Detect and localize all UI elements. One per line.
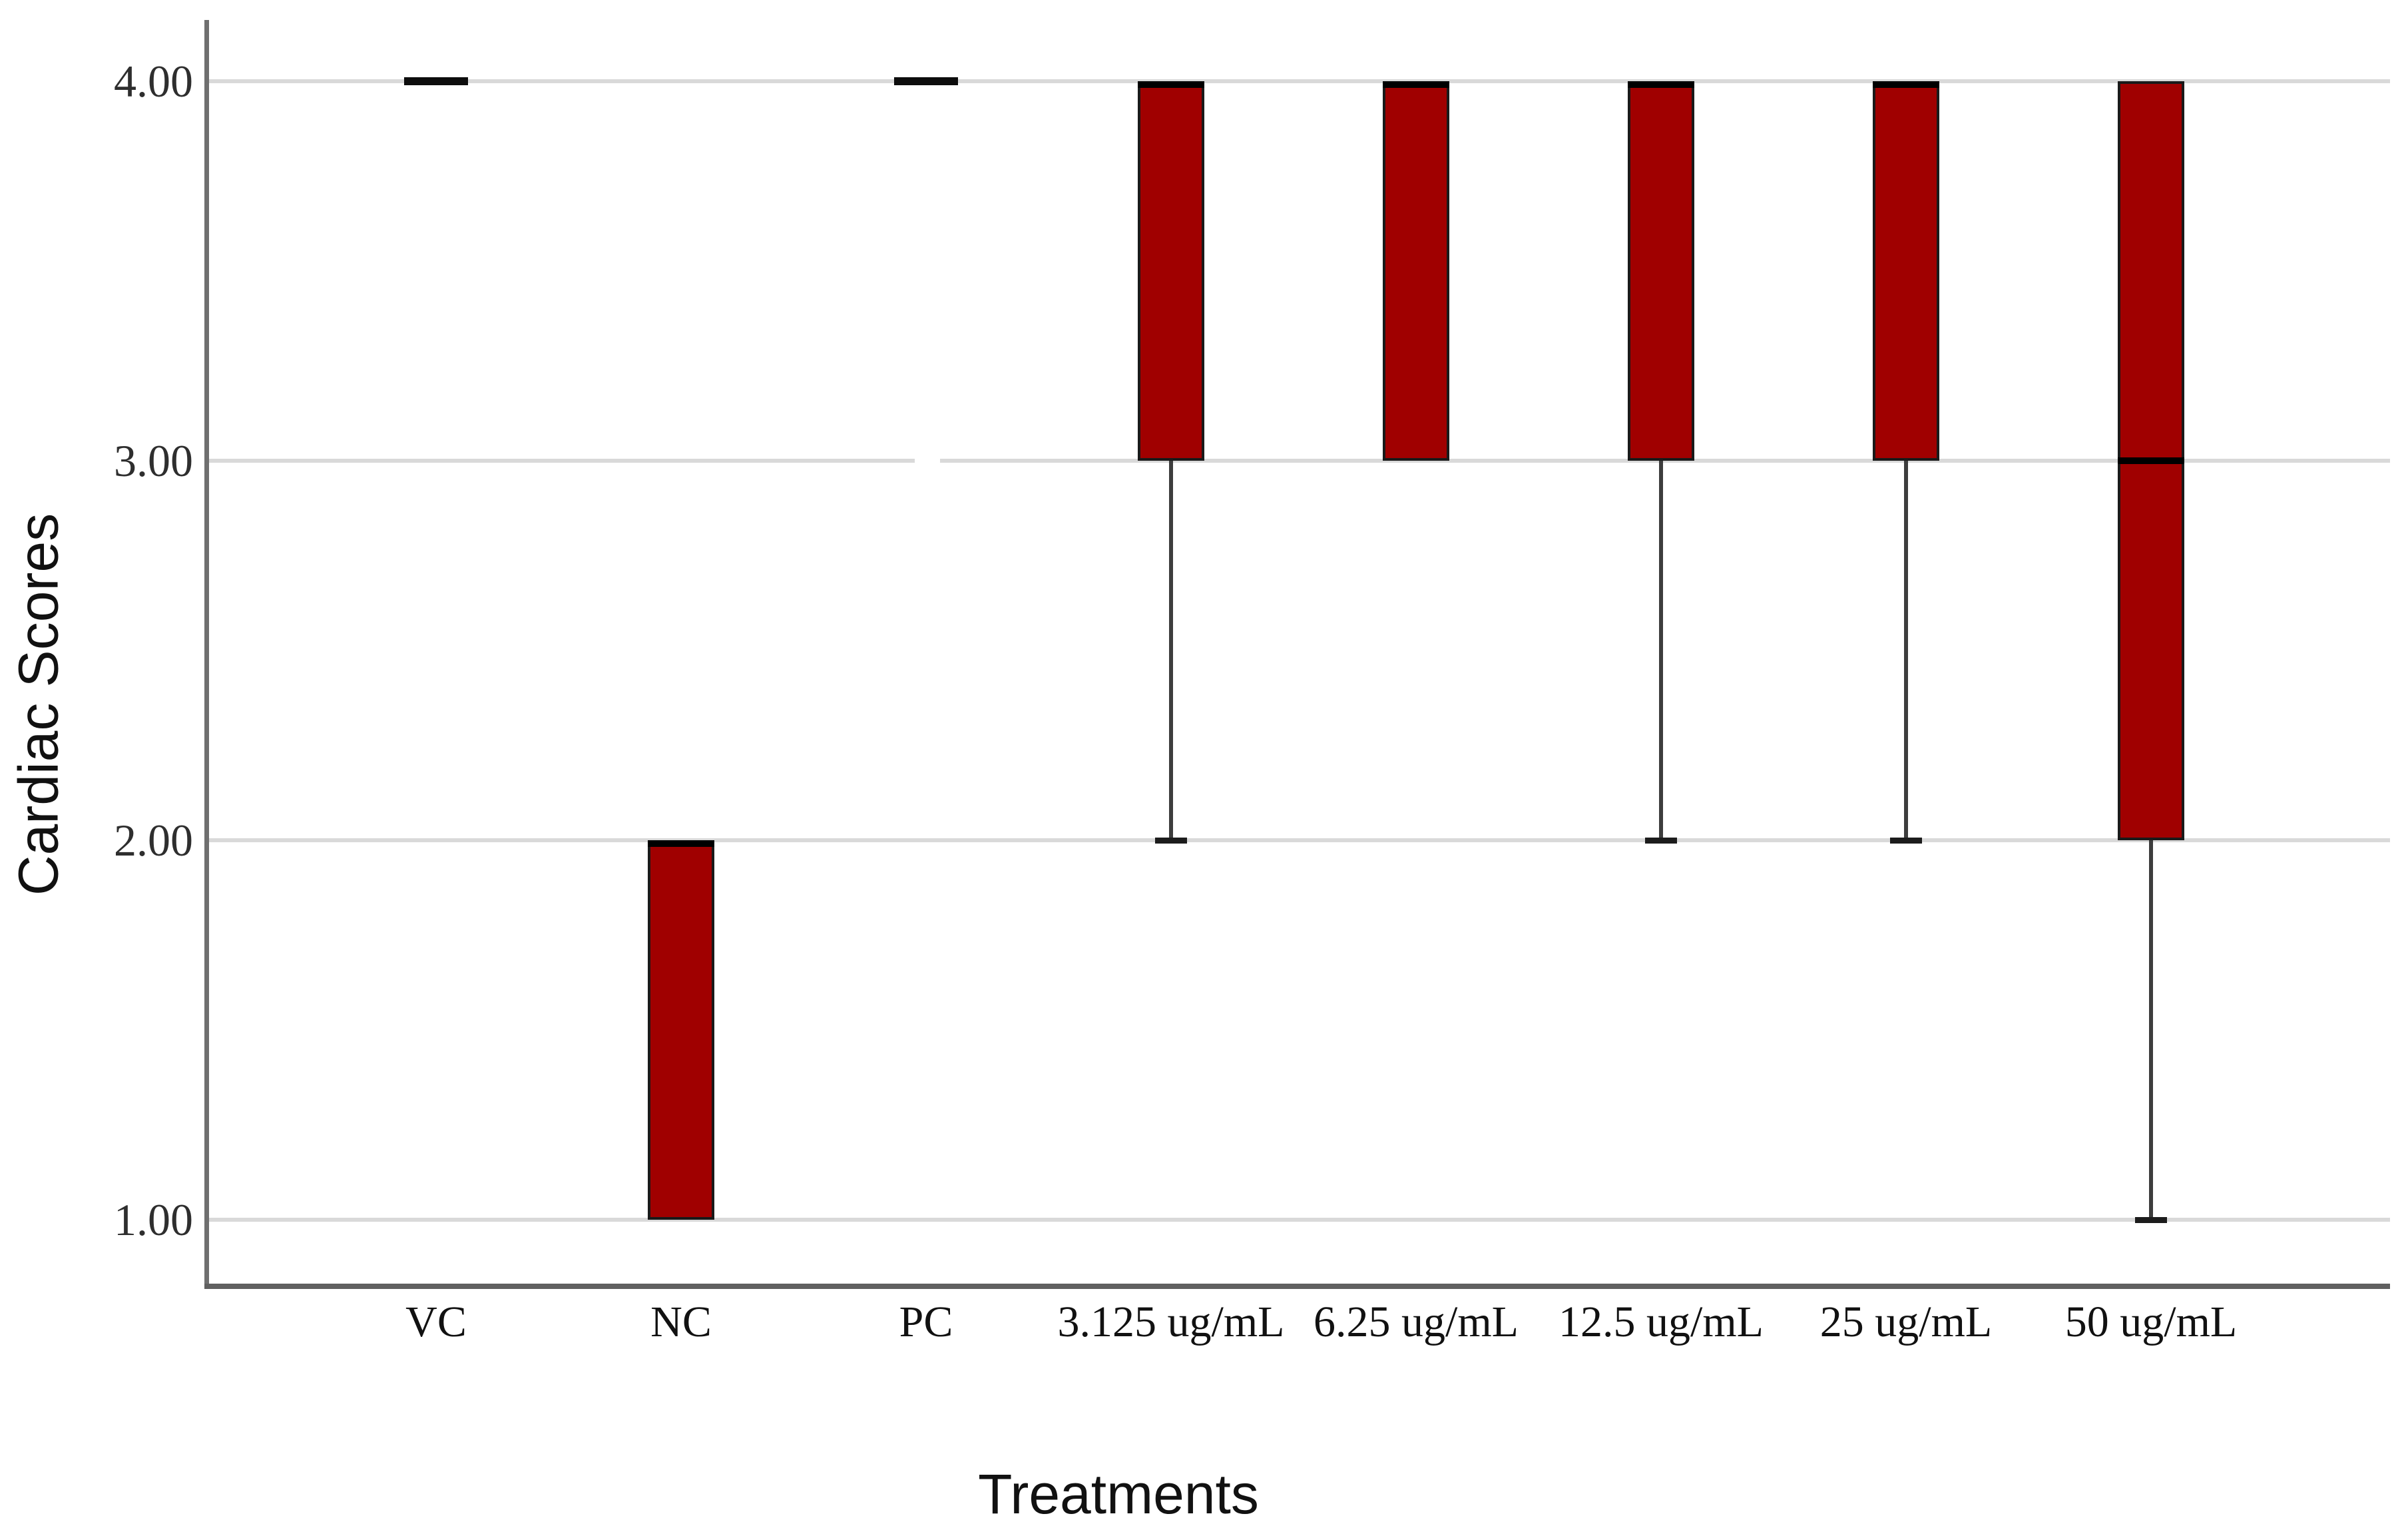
- y-tick-label: 4.00: [114, 56, 193, 107]
- y-axis-spine: [204, 20, 209, 1288]
- box-6-25-ug-ml: [1383, 81, 1449, 461]
- whisker-3-125-ug-ml: [1169, 461, 1173, 840]
- y-tick-label: 1.00: [114, 1194, 193, 1245]
- median-line-12-5-ug-ml: [1628, 81, 1694, 88]
- whisker-cap-12-5-ug-ml: [1645, 837, 1677, 844]
- whisker-cap-3-125-ug-ml: [1155, 837, 1187, 844]
- gridline-break: [915, 458, 940, 463]
- whisker-50-ug-ml: [2149, 840, 2153, 1220]
- x-axis-spine: [204, 1284, 2390, 1289]
- median-dash-vc: [404, 77, 468, 85]
- whisker-12-5-ug-ml: [1659, 461, 1663, 840]
- box-25-ug-ml: [1873, 81, 1939, 461]
- gridline-1.00: [209, 1218, 2390, 1222]
- median-line-25-ug-ml: [1873, 81, 1939, 88]
- box-3-125-ug-ml: [1138, 81, 1204, 461]
- x-category-label-12-5-ug-ml: 12.5 ug/mL: [1559, 1298, 1764, 1346]
- median-line-nc: [648, 840, 714, 847]
- median-line-6-25-ug-ml: [1383, 81, 1449, 88]
- gridline-3.00: [209, 459, 2390, 463]
- x-axis-title: Treatments: [978, 1463, 1259, 1522]
- box-12-5-ug-ml: [1628, 81, 1694, 461]
- x-category-label-3-125-ug-ml: 3.125 ug/mL: [1057, 1298, 1285, 1346]
- whisker-25-ug-ml: [1904, 461, 1908, 840]
- median-line-50-ug-ml: [2118, 457, 2184, 464]
- box-nc: [648, 840, 714, 1220]
- x-category-label-50-ug-ml: 50 ug/mL: [2064, 1298, 2238, 1346]
- median-dash-pc: [894, 77, 958, 85]
- y-tick-label: 2.00: [114, 815, 193, 866]
- gridline-4.00: [209, 79, 2390, 83]
- gridline-2.00: [209, 838, 2390, 842]
- y-tick-label: 3.00: [114, 435, 193, 486]
- x-category-label-vc: VC: [405, 1298, 467, 1346]
- x-category-label-pc: PC: [899, 1298, 953, 1346]
- whisker-cap-50-ug-ml: [2135, 1216, 2167, 1223]
- whisker-cap-25-ug-ml: [1890, 837, 1922, 844]
- x-category-label-25-ug-ml: 25 ug/mL: [1819, 1298, 1993, 1346]
- median-line-3-125-ug-ml: [1138, 81, 1204, 88]
- x-category-label-6-25-ug-ml: 6.25 ug/mL: [1314, 1298, 1519, 1346]
- x-category-label-nc: NC: [650, 1298, 712, 1346]
